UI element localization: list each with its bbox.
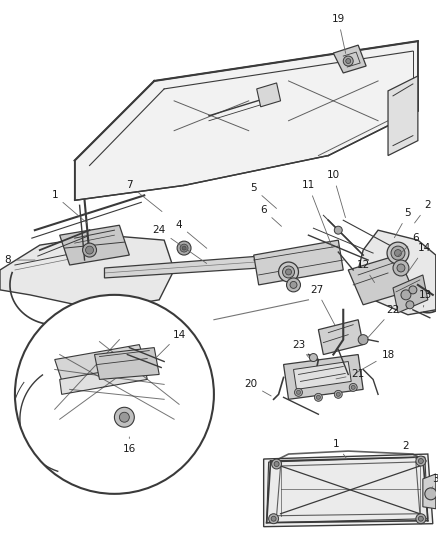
Polygon shape: [333, 45, 366, 73]
Polygon shape: [283, 354, 363, 399]
Text: 1: 1: [51, 190, 88, 223]
Circle shape: [309, 353, 318, 361]
Text: 24: 24: [152, 225, 207, 263]
Text: 27: 27: [310, 285, 335, 325]
Text: 12: 12: [357, 260, 374, 282]
Polygon shape: [60, 365, 147, 394]
Polygon shape: [55, 345, 149, 390]
Polygon shape: [74, 41, 418, 200]
Circle shape: [343, 56, 353, 66]
Polygon shape: [423, 474, 436, 509]
Circle shape: [358, 335, 368, 345]
Circle shape: [416, 514, 426, 524]
Text: 20: 20: [244, 379, 271, 396]
Circle shape: [180, 244, 188, 252]
Polygon shape: [254, 240, 343, 285]
Text: 1: 1: [333, 439, 346, 459]
Polygon shape: [0, 235, 174, 310]
Text: 5: 5: [251, 183, 276, 208]
Circle shape: [406, 301, 414, 309]
Circle shape: [418, 458, 424, 464]
Polygon shape: [348, 255, 413, 305]
Circle shape: [120, 412, 129, 422]
Text: 2: 2: [403, 441, 416, 459]
Circle shape: [387, 242, 409, 264]
Circle shape: [297, 390, 300, 394]
Circle shape: [283, 266, 294, 278]
Circle shape: [268, 514, 279, 524]
Circle shape: [346, 59, 351, 63]
Text: 10: 10: [327, 171, 346, 217]
Text: 13: 13: [419, 290, 432, 307]
Circle shape: [401, 290, 411, 300]
Circle shape: [15, 295, 214, 494]
Circle shape: [182, 246, 186, 250]
Circle shape: [286, 269, 292, 275]
Polygon shape: [318, 320, 363, 354]
Polygon shape: [95, 348, 159, 379]
Circle shape: [334, 390, 342, 398]
Circle shape: [409, 286, 417, 294]
Circle shape: [418, 516, 424, 521]
Text: 11: 11: [302, 180, 332, 247]
Text: 5: 5: [394, 208, 411, 238]
Circle shape: [395, 249, 402, 256]
Circle shape: [334, 226, 342, 234]
Text: 23: 23: [292, 340, 309, 357]
Circle shape: [286, 278, 300, 292]
Text: 4: 4: [176, 220, 207, 248]
Circle shape: [271, 516, 276, 521]
Text: 18: 18: [356, 350, 395, 373]
Circle shape: [391, 246, 405, 260]
Text: 14: 14: [407, 243, 431, 273]
Circle shape: [351, 385, 355, 390]
Circle shape: [294, 389, 303, 397]
Text: 16: 16: [123, 437, 136, 454]
Circle shape: [177, 241, 191, 255]
Circle shape: [425, 488, 437, 500]
Text: 14: 14: [156, 329, 186, 358]
Circle shape: [114, 407, 134, 427]
Text: 8: 8: [5, 255, 35, 265]
Polygon shape: [293, 361, 351, 390]
Circle shape: [316, 395, 320, 399]
Circle shape: [274, 462, 279, 466]
Text: 3: 3: [432, 474, 438, 489]
Text: 21: 21: [336, 369, 365, 379]
Circle shape: [83, 243, 96, 257]
Circle shape: [336, 392, 340, 397]
Text: 6: 6: [398, 233, 419, 256]
Text: 2: 2: [414, 200, 431, 223]
Polygon shape: [105, 250, 338, 278]
Circle shape: [272, 459, 282, 469]
Polygon shape: [388, 76, 418, 156]
Circle shape: [290, 281, 297, 288]
Circle shape: [397, 264, 405, 272]
Polygon shape: [393, 275, 428, 313]
Circle shape: [416, 456, 426, 466]
Polygon shape: [60, 225, 129, 265]
Text: 7: 7: [126, 180, 162, 212]
Polygon shape: [257, 83, 281, 107]
Circle shape: [314, 393, 322, 401]
Circle shape: [279, 262, 298, 282]
Polygon shape: [267, 457, 428, 523]
Text: 22: 22: [368, 305, 399, 337]
Circle shape: [393, 260, 409, 276]
Text: 19: 19: [332, 14, 346, 53]
Circle shape: [349, 383, 357, 391]
Text: 6: 6: [260, 205, 282, 227]
Polygon shape: [358, 230, 436, 315]
Polygon shape: [264, 454, 433, 527]
Circle shape: [85, 246, 94, 254]
